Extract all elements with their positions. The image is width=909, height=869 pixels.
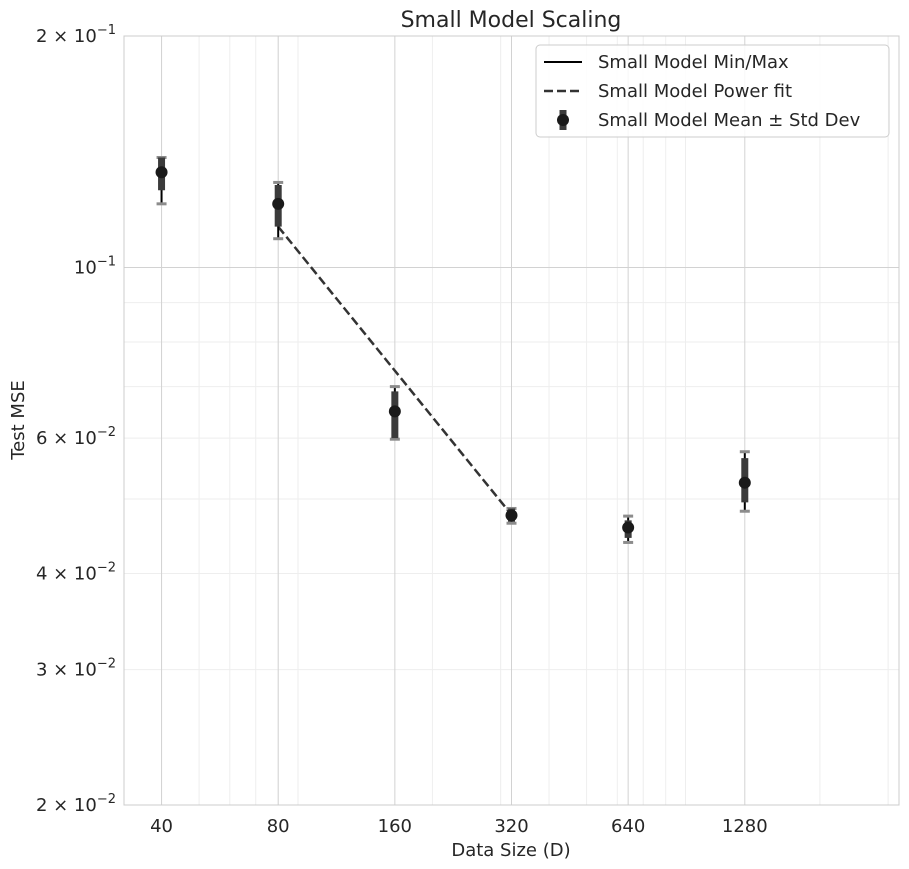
x-tick-label: 160 [378,816,412,837]
mean-marker [388,405,401,418]
data-point-group [272,180,285,241]
y-tick-label: 2 × 10−1 [36,23,116,47]
data-point-group [738,450,751,513]
axis-ticks: 40 80 160 320 640 1280 2 × 10−1 10−1 6 × 10−2 4 ×… [36,23,768,837]
power-fit-series [277,225,513,516]
data-point-group [622,514,635,544]
y-tick-label: 2 × 10−2 [36,792,116,816]
x-tick-label: 80 [267,816,290,837]
x-axis-title: Data Size (D) [451,840,570,861]
mean-marker [622,521,635,534]
legend: Small Model Min/Max Small Model Power fi… [535,44,890,138]
mean-marker [505,509,518,522]
y-tick-label: 10−1 [74,254,116,278]
mean-std-series [155,156,751,544]
mean-marker [738,476,751,489]
mean-marker [155,166,168,179]
legend-fit-label: Small Model Power fit [598,81,792,102]
x-tick-label: 320 [494,816,528,837]
legend-box [535,44,890,138]
mean-marker [272,197,285,210]
grid [124,36,899,805]
y-axis-title: Test MSE [8,380,29,461]
x-tick-label: 1280 [722,816,768,837]
data-point-group [388,385,401,441]
y-tick-label: 3 × 10−2 [36,657,116,681]
x-tick-label: 640 [611,816,645,837]
legend-minmax-label: Small Model Min/Max [598,52,789,73]
plot-frame [123,35,900,806]
power-fit-line [277,225,513,516]
y-tick-label: 4 × 10−2 [36,561,116,585]
plot-area-border [123,35,900,806]
legend-mean-label: Small Model Mean ± Std Dev [598,110,861,131]
x-tick-label: 40 [150,816,173,837]
y-tick-label: 6 × 10−2 [36,425,116,449]
data-point-group [505,506,518,525]
chart-title: Small Model Scaling [401,8,622,33]
data-point-group [155,156,168,206]
legend-mean-swatch [557,110,569,130]
